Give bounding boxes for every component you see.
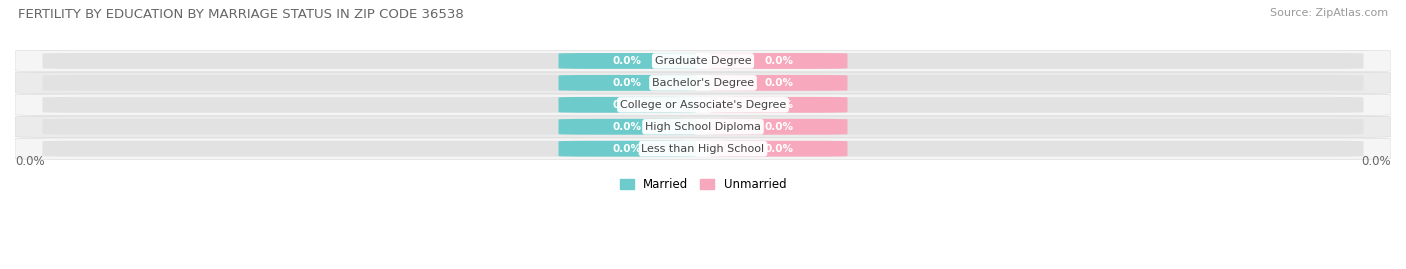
FancyBboxPatch shape [42, 119, 696, 135]
Text: 0.0%: 0.0% [765, 144, 793, 154]
FancyBboxPatch shape [710, 53, 848, 69]
Text: FERTILITY BY EDUCATION BY MARRIAGE STATUS IN ZIP CODE 36538: FERTILITY BY EDUCATION BY MARRIAGE STATU… [18, 8, 464, 21]
Text: 0.0%: 0.0% [765, 56, 793, 66]
FancyBboxPatch shape [15, 50, 1391, 72]
FancyBboxPatch shape [710, 97, 848, 113]
FancyBboxPatch shape [558, 97, 696, 113]
Text: 0.0%: 0.0% [613, 56, 641, 66]
Text: 0.0%: 0.0% [1361, 155, 1391, 168]
FancyBboxPatch shape [710, 119, 1364, 135]
FancyBboxPatch shape [710, 53, 1364, 69]
FancyBboxPatch shape [710, 141, 1364, 157]
FancyBboxPatch shape [558, 53, 696, 69]
FancyBboxPatch shape [15, 72, 1391, 94]
Text: 0.0%: 0.0% [613, 144, 641, 154]
Text: 0.0%: 0.0% [765, 100, 793, 110]
FancyBboxPatch shape [15, 138, 1391, 160]
FancyBboxPatch shape [558, 75, 696, 91]
Text: 0.0%: 0.0% [15, 155, 45, 168]
FancyBboxPatch shape [15, 116, 1391, 137]
FancyBboxPatch shape [42, 141, 696, 157]
FancyBboxPatch shape [558, 119, 696, 135]
Text: Bachelor's Degree: Bachelor's Degree [652, 78, 754, 88]
Text: 0.0%: 0.0% [765, 78, 793, 88]
FancyBboxPatch shape [710, 119, 848, 135]
FancyBboxPatch shape [710, 97, 1364, 113]
FancyBboxPatch shape [15, 94, 1391, 116]
Text: Less than High School: Less than High School [641, 144, 765, 154]
FancyBboxPatch shape [42, 75, 696, 91]
FancyBboxPatch shape [42, 97, 696, 113]
Text: 0.0%: 0.0% [613, 78, 641, 88]
FancyBboxPatch shape [710, 141, 848, 157]
Legend: Married, Unmarried: Married, Unmarried [614, 173, 792, 196]
Text: 0.0%: 0.0% [613, 100, 641, 110]
Text: Graduate Degree: Graduate Degree [655, 56, 751, 66]
Text: High School Diploma: High School Diploma [645, 122, 761, 132]
Text: College or Associate's Degree: College or Associate's Degree [620, 100, 786, 110]
Text: Source: ZipAtlas.com: Source: ZipAtlas.com [1270, 8, 1388, 18]
FancyBboxPatch shape [558, 141, 696, 157]
Text: 0.0%: 0.0% [613, 122, 641, 132]
FancyBboxPatch shape [42, 53, 696, 69]
FancyBboxPatch shape [710, 75, 848, 91]
Text: 0.0%: 0.0% [765, 122, 793, 132]
FancyBboxPatch shape [710, 75, 1364, 91]
